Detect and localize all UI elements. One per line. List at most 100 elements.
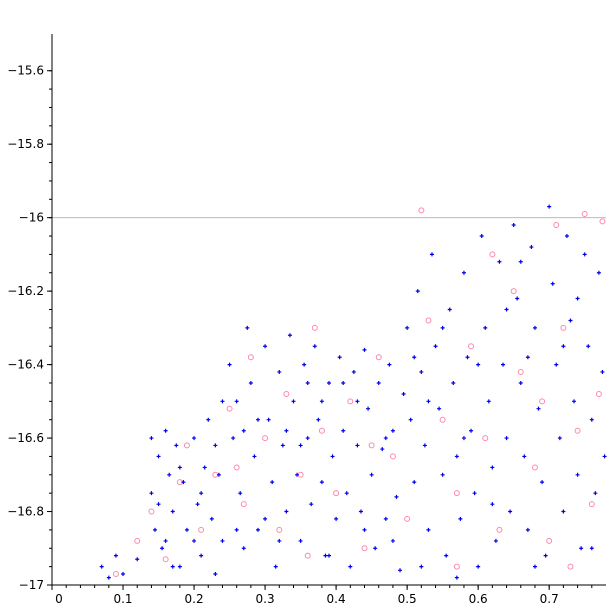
y-tick-label: −16.2: [7, 284, 44, 298]
data-point-circle: [226, 405, 233, 412]
data-point-cross: [220, 538, 225, 543]
data-point-cross: [277, 538, 282, 543]
data-point-cross: [167, 472, 172, 477]
data-point-cross: [568, 318, 573, 323]
data-point-circle: [283, 390, 290, 397]
x-tick-label: 0: [55, 592, 63, 606]
data-point-cross: [447, 307, 452, 312]
data-point-cross: [295, 472, 300, 477]
data-point-cross: [177, 465, 182, 470]
data-point-cross: [518, 259, 523, 264]
data-point-cross: [387, 362, 392, 367]
data-point-cross: [216, 472, 221, 477]
data-point-cross: [160, 546, 165, 551]
data-point-circle: [262, 435, 269, 442]
data-point-cross: [575, 472, 580, 477]
data-point-cross: [156, 454, 161, 459]
data-point-cross: [334, 516, 339, 521]
y-tick-label: −16.4: [7, 358, 44, 372]
data-point-cross: [199, 491, 204, 496]
x-tick-label: 0.6: [469, 592, 488, 606]
data-point-circle: [148, 508, 155, 515]
data-point-circle: [517, 368, 524, 375]
data-point-cross: [170, 509, 175, 514]
data-point-cross: [511, 223, 516, 228]
data-point-circle: [368, 442, 375, 449]
data-point-circle: [567, 563, 574, 570]
data-point-circle: [276, 526, 283, 533]
data-point-cross: [497, 259, 502, 264]
data-point-circle: [453, 563, 460, 570]
data-point-circle: [546, 537, 553, 544]
data-point-circle: [510, 288, 517, 295]
data-point-cross: [419, 369, 424, 374]
data-point-cross: [341, 380, 346, 385]
data-point-cross: [192, 538, 197, 543]
data-point-cross: [490, 465, 495, 470]
data-point-cross: [284, 428, 289, 433]
axis-ticks: −15.6 −15.8 −16 −16.2 −16.4 −16.6 −16.8 −17 0 0.1…: [7, 64, 593, 606]
data-point-cross: [412, 480, 417, 485]
data-point-cross: [429, 252, 434, 257]
x-tick-label: 0.5: [398, 592, 417, 606]
data-point-cross: [483, 325, 488, 330]
data-point-cross: [557, 436, 562, 441]
data-point-circle: [574, 427, 581, 434]
data-point-cross: [192, 436, 197, 441]
data-point-cross: [309, 502, 314, 507]
data-point-cross: [501, 362, 506, 367]
data-point-cross: [515, 296, 520, 301]
data-point-cross: [373, 546, 378, 551]
data-point-cross: [149, 436, 154, 441]
data-point-cross: [479, 234, 484, 239]
data-point-cross: [476, 362, 481, 367]
data-point-cross: [241, 428, 246, 433]
data-point-cross: [195, 502, 200, 507]
data-point-cross: [302, 362, 307, 367]
data-point-cross: [202, 465, 207, 470]
data-point-cross: [199, 553, 204, 558]
data-point-cross: [589, 417, 594, 422]
data-point-cross: [579, 546, 584, 551]
data-point-circle: [560, 324, 567, 331]
data-point-cross: [454, 454, 459, 459]
data-point-circle: [404, 515, 411, 522]
data-point-cross: [461, 436, 466, 441]
data-point-cross: [284, 509, 289, 514]
data-point-cross: [376, 380, 381, 385]
data-point-cross: [238, 491, 243, 496]
data-point-cross: [536, 406, 541, 411]
data-point-circle: [240, 501, 247, 508]
data-point-cross: [358, 509, 363, 514]
data-point-circle: [553, 222, 560, 229]
data-points-layer: [99, 204, 607, 580]
data-point-cross: [252, 454, 257, 459]
data-point-circle: [468, 343, 475, 350]
data-point-cross: [550, 281, 555, 286]
data-point-cross: [316, 417, 321, 422]
data-point-cross: [493, 538, 498, 543]
data-point-cross: [106, 575, 111, 580]
data-point-cross: [241, 546, 246, 551]
data-point-cross: [504, 436, 509, 441]
data-point-cross: [465, 355, 470, 360]
data-point-cross: [547, 204, 552, 209]
y-tick-label: −17: [19, 578, 44, 592]
data-point-cross: [152, 527, 157, 532]
data-point-cross: [121, 571, 126, 576]
data-point-cross: [362, 347, 367, 352]
data-point-cross: [433, 344, 438, 349]
data-point-cross: [319, 480, 324, 485]
data-point-circle: [112, 570, 119, 577]
data-point-circle: [581, 210, 588, 217]
data-point-cross: [298, 443, 303, 448]
data-point-cross: [248, 380, 253, 385]
data-point-cross: [341, 428, 346, 433]
data-point-cross: [266, 417, 271, 422]
y-tick-label: −15.8: [7, 137, 44, 151]
data-point-cross: [401, 391, 406, 396]
data-point-cross: [366, 406, 371, 411]
data-point-cross: [369, 472, 374, 477]
data-point-cross: [330, 454, 335, 459]
data-point-cross: [355, 399, 360, 404]
